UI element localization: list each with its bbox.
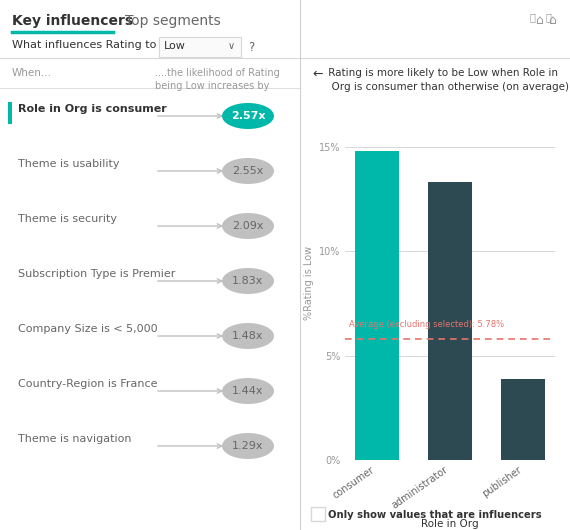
- X-axis label: Role in Org: Role in Org: [421, 519, 479, 529]
- FancyBboxPatch shape: [159, 37, 241, 57]
- Ellipse shape: [222, 323, 274, 349]
- Text: ←: ←: [312, 68, 323, 81]
- Text: Theme is security: Theme is security: [18, 214, 117, 224]
- Text: 2.57x: 2.57x: [231, 111, 265, 121]
- Text: ....the likelihood of Rating
being Low increases by: ....the likelihood of Rating being Low i…: [155, 68, 280, 91]
- FancyBboxPatch shape: [311, 507, 325, 521]
- Text: 1.48x: 1.48x: [232, 331, 264, 341]
- Text: Only show values that are influencers: Only show values that are influencers: [328, 510, 542, 520]
- FancyBboxPatch shape: [8, 102, 12, 124]
- Ellipse shape: [222, 213, 274, 239]
- Text: Key influencers: Key influencers: [12, 14, 133, 28]
- Bar: [428, 182, 472, 460]
- Text: Role in Org is consumer: Role in Org is consumer: [18, 104, 167, 114]
- Text: Country-Region is France: Country-Region is France: [18, 379, 157, 389]
- Text: 1.44x: 1.44x: [232, 386, 264, 396]
- Text: ∨: ∨: [228, 41, 235, 51]
- Ellipse shape: [222, 433, 274, 459]
- Text: 1.83x: 1.83x: [233, 276, 264, 286]
- Text: 2.55x: 2.55x: [233, 166, 264, 176]
- Text: Low: Low: [164, 41, 186, 51]
- FancyBboxPatch shape: [0, 0, 570, 58]
- Ellipse shape: [222, 158, 274, 184]
- Text: ?: ?: [248, 41, 254, 54]
- Text: What influences Rating to be: What influences Rating to be: [12, 40, 174, 50]
- Text: Theme is usability: Theme is usability: [18, 159, 120, 169]
- Bar: [355, 151, 398, 460]
- Ellipse shape: [222, 378, 274, 404]
- Text: 1.29x: 1.29x: [232, 441, 264, 451]
- Y-axis label: %Rating is Low: %Rating is Low: [304, 245, 315, 320]
- Text: 👍: 👍: [530, 12, 536, 22]
- Text: When...: When...: [12, 68, 52, 78]
- Bar: [502, 378, 545, 460]
- Text: Subscription Type is Premier: Subscription Type is Premier: [18, 269, 176, 279]
- Text: 👎: 👎: [546, 12, 552, 22]
- Text: ⌂: ⌂: [535, 14, 543, 27]
- Text: Theme is navigation: Theme is navigation: [18, 434, 132, 444]
- Text: Top segments: Top segments: [125, 14, 221, 28]
- Text: 2.09x: 2.09x: [232, 221, 264, 231]
- Text: Rating is more likely to be Low when Role in
  Org is consumer than otherwise (o: Rating is more likely to be Low when Rol…: [325, 68, 570, 92]
- Text: ⌂: ⌂: [548, 14, 556, 27]
- Ellipse shape: [222, 268, 274, 294]
- Text: Average (excluding selected): 5.78%: Average (excluding selected): 5.78%: [349, 320, 504, 329]
- Ellipse shape: [222, 103, 274, 129]
- Text: Company Size is < 5,000: Company Size is < 5,000: [18, 324, 158, 334]
